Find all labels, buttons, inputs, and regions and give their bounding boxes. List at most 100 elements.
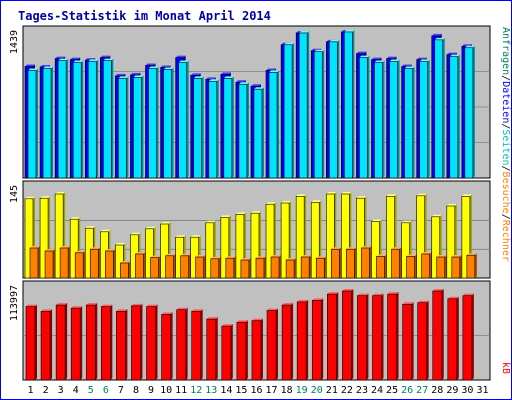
bar-kb-10-top <box>161 312 173 315</box>
bar-kb-18 <box>281 304 292 381</box>
bar-kb-27-top <box>417 300 429 303</box>
bar-visits-28-side <box>444 255 447 278</box>
bar-kb-24-side <box>381 293 384 380</box>
bar-visits-10-side <box>173 253 176 278</box>
bar-visits-26-top <box>406 254 417 257</box>
bar-kb-17-side <box>276 308 279 380</box>
bar-pages-27 <box>416 195 425 279</box>
y-max-label-bot: 113997 <box>9 285 20 321</box>
bar-kb-5-top <box>86 303 98 306</box>
x-tick-label-20: 20 <box>311 385 323 396</box>
bar-pages-21-top <box>326 192 337 194</box>
x-tick-label-27: 27 <box>416 385 428 396</box>
bar-pages-28 <box>431 216 441 279</box>
bar-kb-28-top <box>432 289 444 291</box>
bar-files-13-side <box>216 79 219 178</box>
bar-files-14-side <box>231 76 234 178</box>
x-tick-label-29: 29 <box>446 385 458 396</box>
bar-files-12-top <box>193 76 204 79</box>
bar-files-20-top <box>314 49 325 52</box>
bar-visits-22-top <box>346 247 357 250</box>
bar-visits-22-side <box>354 247 357 278</box>
bar-files-7-side <box>126 76 129 178</box>
bar-files-6-side <box>111 58 114 178</box>
bar-files-30-top <box>464 45 475 48</box>
bar-pages-10-top <box>160 222 171 224</box>
bar-visits-22 <box>346 248 355 279</box>
bar-kb-6-side <box>110 304 113 380</box>
bar-requests-25-top <box>386 56 397 59</box>
x-tick-label-19: 19 <box>296 385 308 396</box>
bar-files-23 <box>359 57 368 179</box>
bar-visits-23 <box>361 247 370 279</box>
bar-pages-26 <box>401 222 410 279</box>
bar-requests-13-top <box>205 77 216 80</box>
right-legend-item-5: / <box>500 166 511 172</box>
bar-kb-25 <box>387 293 397 381</box>
chart-bars <box>24 29 477 381</box>
bar-kb-28-side <box>441 289 444 380</box>
bar-files-15-top <box>238 82 249 85</box>
bar-requests-12-top <box>190 73 201 76</box>
bar-visits-7-top <box>120 261 131 263</box>
bar-requests-4-top <box>70 57 81 60</box>
bar-visits-29-side <box>459 255 462 278</box>
bar-kb-6-top <box>101 304 113 307</box>
bar-requests-15-top <box>235 80 246 83</box>
bar-kb-17-top <box>267 308 279 311</box>
bar-requests-6-top <box>100 55 111 58</box>
bar-kb-9-top <box>146 304 158 307</box>
bar-files-8-side <box>141 75 144 178</box>
bar-pages-18 <box>280 202 290 279</box>
bar-visits-27 <box>421 253 430 279</box>
bar-pages-30-top <box>461 194 472 197</box>
x-tick-label-3: 3 <box>58 385 64 396</box>
bar-visits-18 <box>285 259 295 279</box>
bar-visits-23-side <box>369 246 372 278</box>
x-tick-label-2: 2 <box>43 385 49 396</box>
bar-files-2-top <box>43 66 54 69</box>
bar-visits-7-side <box>128 261 131 278</box>
x-tick-label-28: 28 <box>431 385 443 396</box>
x-tick-label-22: 22 <box>341 385 353 396</box>
bar-files-5 <box>87 61 97 179</box>
x-tick-label-7: 7 <box>118 385 124 396</box>
bar-pages-19-top <box>296 194 307 197</box>
bar-visits-25-top <box>391 247 402 250</box>
bar-visits-27-top <box>421 252 432 254</box>
bar-requests-27-top <box>416 57 427 60</box>
bar-kb-23 <box>357 295 367 381</box>
bar-kb-11-top <box>176 307 188 310</box>
right-legend-item-3: / <box>500 123 511 129</box>
bar-kb-27 <box>417 302 427 381</box>
bar-pages-24-top <box>371 219 382 222</box>
bar-pages-9 <box>145 228 154 279</box>
bar-visits-11-top <box>180 253 191 256</box>
bar-kb-1 <box>25 306 36 381</box>
bar-kb-9-side <box>155 304 158 380</box>
x-tick-label-17: 17 <box>266 385 278 396</box>
bar-visits-20 <box>315 257 325 279</box>
bar-files-16 <box>253 88 263 179</box>
right-legend-item-0: Anfragen <box>500 27 511 75</box>
bar-files-26-top <box>404 66 415 69</box>
bar-kb-5 <box>85 304 96 381</box>
bar-files-28-top <box>434 37 445 40</box>
bar-files-27 <box>419 61 428 179</box>
bar-files-14 <box>223 78 233 179</box>
bar-pages-29-top <box>446 204 457 206</box>
bar-visits-27-side <box>429 252 432 278</box>
bar-files-15-side <box>246 82 249 178</box>
bar-kb-1-top <box>26 304 37 307</box>
bar-files-4-top <box>73 60 84 63</box>
bar-visits-7 <box>120 262 129 279</box>
bar-kb-9 <box>146 306 156 381</box>
bar-pages-5-top <box>85 226 96 229</box>
bar-files-20-side <box>322 49 325 178</box>
right-legend-item-8: Rechner <box>500 220 511 262</box>
bar-pages-15-top <box>235 212 246 215</box>
bar-files-9 <box>148 68 157 179</box>
bar-kb-29 <box>447 298 458 381</box>
bar-files-11-side <box>186 60 189 178</box>
x-tick-label-8: 8 <box>133 385 139 396</box>
